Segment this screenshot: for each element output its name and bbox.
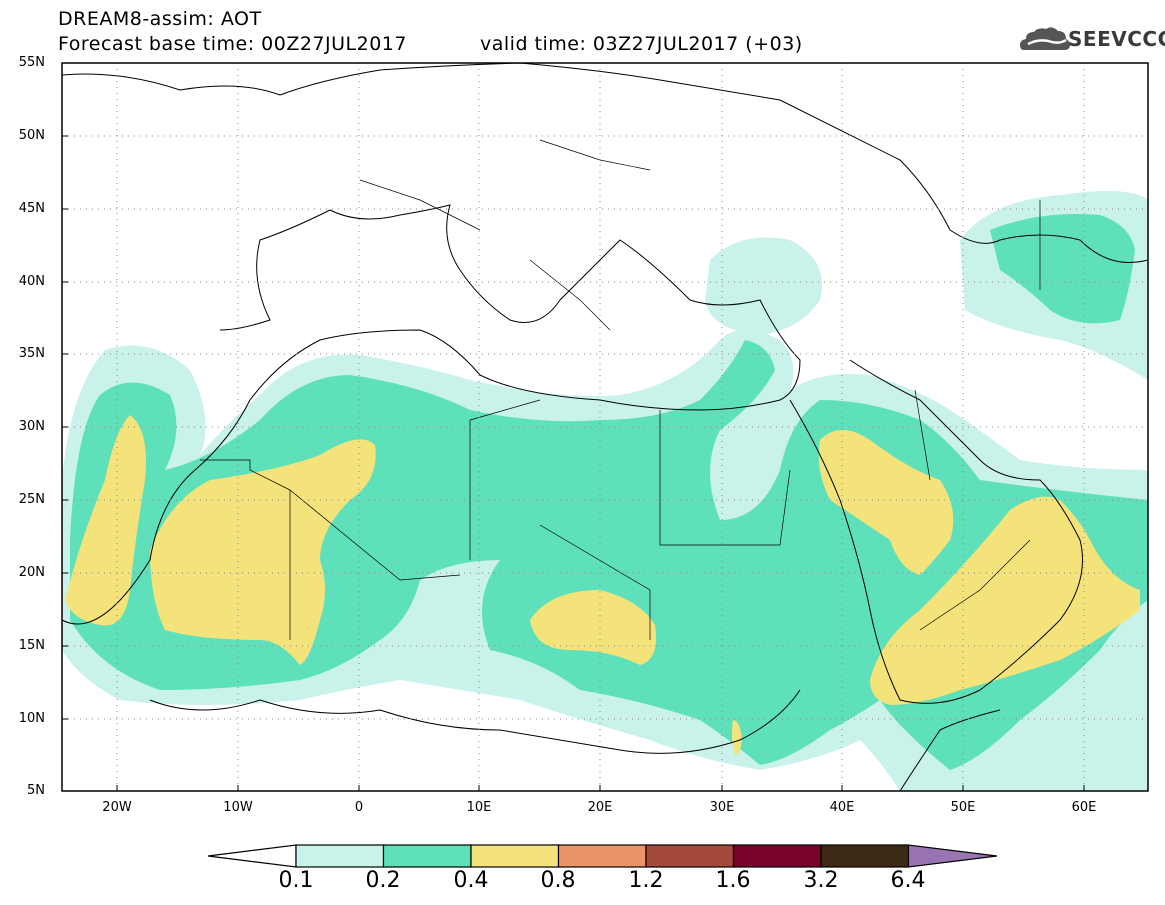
country-borders [200,139,1041,640]
lat-label-40n: 40N [18,274,45,289]
colorbar-label-0.2: 0.2 [365,868,401,893]
lat-label-5n: 5N [27,783,45,798]
colorbar-label-6.4: 6.4 [890,868,926,893]
grid-lines [62,63,1148,791]
lat-label-30n: 30N [18,419,45,434]
colorbar-label-0.8: 0.8 [540,868,576,893]
lon-label-0: 0 [354,800,364,815]
lat-label-20n: 20N [18,565,45,580]
lon-label-20e: 20E [587,800,613,815]
lat-label-25n: 25N [18,492,45,507]
lon-label-30e: 30E [709,800,735,815]
lat-label-50n: 50N [18,128,45,143]
lon-label-10w: 10W [223,800,253,815]
lat-label-45n: 45N [18,201,45,216]
colorbar-label-1.2: 1.2 [628,868,664,893]
aot-field-high [65,415,1140,755]
lon-label-60e: 60E [1071,800,1097,815]
coastlines [62,63,1148,791]
lat-label-15n: 15N [18,638,45,653]
lon-label-10e: 10E [466,800,492,815]
lat-label-35n: 35N [18,346,45,361]
axis-ticks [62,135,1085,791]
lon-label-20w: 20W [102,800,132,815]
colorbar-label-0.1: 0.1 [278,868,314,893]
lat-label-10n: 10N [18,711,45,726]
title-line-1: DREAM8-assim: AOT [58,8,262,30]
title-line-2: Forecast base time: 00Z27JUL2017 [58,33,407,55]
colorbar-label-0.4: 0.4 [453,868,489,893]
logo-text: SEEVCCC [1068,27,1165,51]
lat-label-55n: 55N [18,55,45,70]
cloud-logo-icon [1020,27,1070,50]
lon-label-50e: 50E [950,800,976,815]
colorbar-label-1.6: 1.6 [715,868,751,893]
colorbar-label-3.2: 3.2 [803,868,839,893]
lon-label-40e: 40E [829,800,855,815]
title-line-3: valid time: 03Z27JUL2017 (+03) [480,33,803,55]
